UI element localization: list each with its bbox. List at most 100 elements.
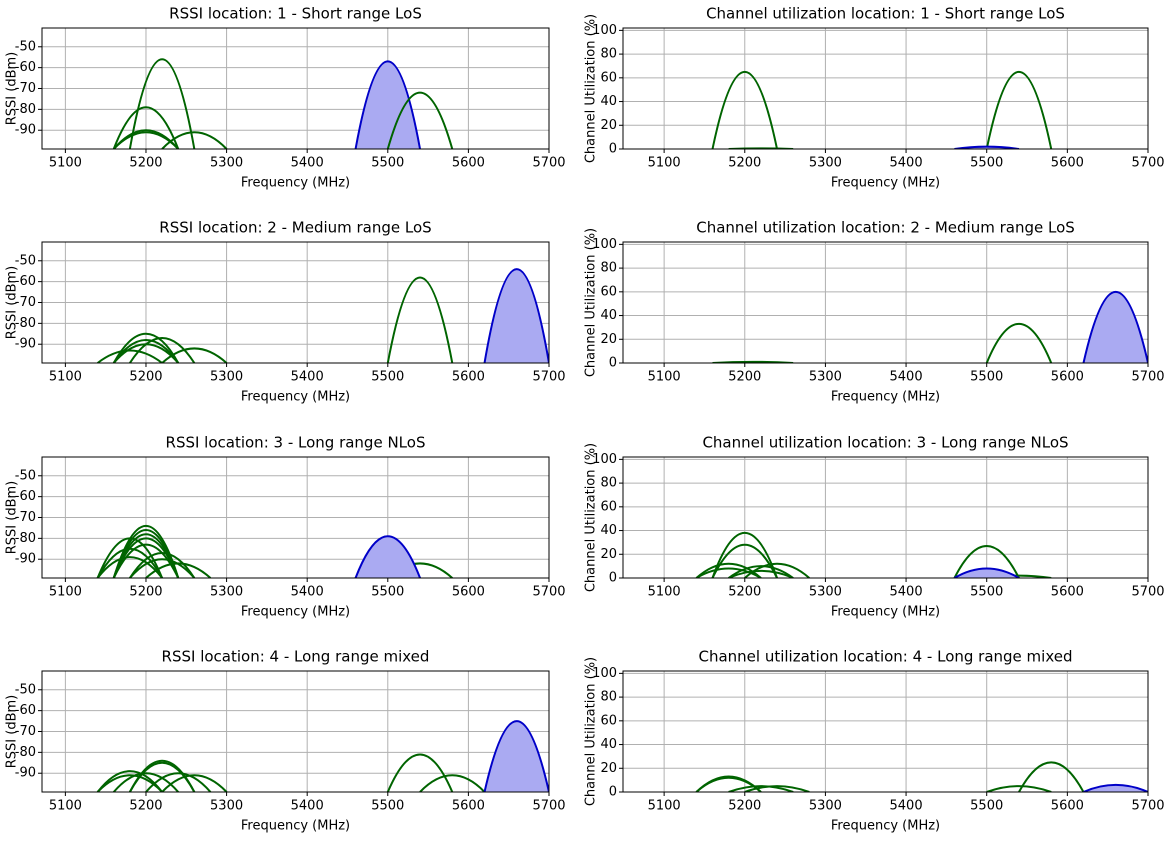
- x-tick-label: 5600: [452, 370, 485, 385]
- y-tick-label: -80: [15, 316, 36, 331]
- y-tick-label: 40: [600, 94, 617, 109]
- channel-arc: [386, 276, 454, 363]
- channel-arc: [97, 349, 163, 363]
- chart-title: Channel utilization location: 4 - Long r…: [698, 648, 1072, 666]
- x-tick-label: 5100: [49, 585, 82, 600]
- x-tick-label: 5300: [210, 370, 243, 385]
- y-tick-label: -70: [15, 724, 36, 739]
- x-tick-label: 5200: [728, 370, 761, 385]
- y-tick-label: -60: [15, 489, 36, 504]
- x-tick-label: 5200: [728, 585, 761, 600]
- y-tick-label: 80: [600, 476, 617, 491]
- plot-area: [712, 291, 1148, 363]
- axes-frame: [41, 27, 550, 150]
- y-tick-label: 100: [592, 452, 617, 467]
- x-tick-label: 5700: [1131, 370, 1164, 385]
- channel-arc: [695, 562, 762, 578]
- y-tick-label: -80: [15, 531, 36, 546]
- channel-arc: [711, 70, 779, 149]
- channel-arc: [96, 774, 163, 792]
- plot-area: [96, 525, 453, 578]
- chart-title: RSSI location: 3 - Long range NLoS: [166, 434, 426, 452]
- channel-arc: [145, 562, 212, 578]
- channel-arc: [129, 337, 196, 363]
- x-axis-label: Frequency (MHz): [241, 176, 350, 191]
- x-tick-label: 5500: [371, 370, 404, 385]
- y-tick-label: 60: [600, 499, 617, 514]
- channel-arc: [744, 785, 810, 792]
- subplot: 5100 5200 5300 5400 5500 5600 5700 0 20 40 60 80 100…: [584, 5, 1165, 191]
- x-axis-label: Frequency (MHz): [241, 819, 350, 834]
- axes-frame: [622, 670, 1149, 793]
- y-tick-label: 60: [600, 284, 617, 299]
- chart-title: Channel utilization location: 1 - Short …: [706, 5, 1065, 23]
- x-tick-label: 5400: [890, 370, 923, 385]
- y-tick-label: -50: [15, 253, 36, 268]
- x-tick-label: 5600: [452, 585, 485, 600]
- x-tick-label: 5600: [452, 156, 485, 171]
- axes-frame: [622, 27, 1149, 150]
- x-tick-label: 5300: [809, 370, 842, 385]
- channel-arc: [1082, 291, 1148, 363]
- y-axis-label: RSSI (dBm): [5, 695, 20, 768]
- x-tick-label: 5500: [371, 156, 404, 171]
- channel-arc: [161, 774, 228, 792]
- channel-arc: [695, 776, 762, 792]
- channel-arc: [145, 772, 212, 792]
- y-axis-label: Channel Utilization (%): [584, 443, 599, 592]
- y-tick-label: 20: [600, 547, 617, 562]
- x-tick-label: 5600: [1051, 156, 1084, 171]
- y-tick-label: 0: [609, 356, 617, 371]
- x-tick-label: 5500: [970, 799, 1003, 814]
- x-tick-label: 5300: [809, 799, 842, 814]
- y-tick-label: -90: [15, 766, 36, 781]
- y-tick-label: -80: [15, 102, 36, 117]
- x-tick-label: 5700: [532, 799, 565, 814]
- x-tick-label: 5300: [210, 156, 243, 171]
- channel-arc: [161, 131, 228, 149]
- y-tick-label: 40: [600, 308, 617, 323]
- channel-arc: [96, 770, 163, 792]
- x-tick-label: 5100: [49, 799, 82, 814]
- x-axis-label: Frequency (MHz): [831, 605, 940, 620]
- y-tick-label: -80: [15, 745, 36, 760]
- y-axis-label: RSSI (dBm): [5, 52, 20, 125]
- x-tick-label: 5100: [648, 156, 681, 171]
- x-tick-label: 5400: [291, 156, 324, 171]
- x-tick-label: 5700: [532, 370, 565, 385]
- y-tick-label: -90: [15, 552, 36, 567]
- x-tick-label: 5300: [809, 156, 842, 171]
- x-tick-label: 5100: [648, 799, 681, 814]
- x-tick-label: 5300: [210, 585, 243, 600]
- x-tick-label: 5200: [129, 156, 162, 171]
- y-tick-label: 0: [609, 571, 617, 586]
- x-tick-label: 5100: [648, 585, 681, 600]
- y-tick-label: 0: [609, 785, 617, 800]
- channel-arc: [354, 60, 422, 149]
- x-tick-label: 5200: [129, 799, 162, 814]
- channel-arc: [112, 772, 179, 792]
- y-tick-label: -70: [15, 81, 36, 96]
- x-tick-label: 5500: [970, 585, 1003, 600]
- y-tick-label: 80: [600, 261, 617, 276]
- y-axis-label: Channel Utilization (%): [584, 14, 599, 163]
- plot-area: [112, 58, 454, 149]
- x-tick-label: 5400: [291, 799, 324, 814]
- y-tick-label: 20: [600, 118, 617, 133]
- axes-frame: [622, 241, 1149, 364]
- chart-title: Channel utilization location: 3 - Long r…: [702, 434, 1068, 452]
- x-tick-label: 5400: [291, 370, 324, 385]
- channel-arc: [129, 558, 196, 578]
- x-tick-label: 5100: [49, 156, 82, 171]
- subplot: 5100 5200 5300 5400 5500 5600 5700 0 20 40 60 80 100…: [584, 434, 1165, 620]
- y-tick-label: -60: [15, 60, 36, 75]
- y-tick-label: 100: [592, 237, 617, 252]
- y-tick-label: 80: [600, 47, 617, 62]
- x-tick-label: 5500: [970, 370, 1003, 385]
- y-tick-label: 60: [600, 70, 617, 85]
- x-axis-label: Frequency (MHz): [831, 176, 940, 191]
- x-tick-label: 5500: [371, 799, 404, 814]
- y-tick-label: -60: [15, 703, 36, 718]
- subplot: 5100 5200 5300 5400 5500 5600 5700 0 20 40 60 80 100…: [584, 648, 1165, 834]
- plot-area: [96, 720, 549, 792]
